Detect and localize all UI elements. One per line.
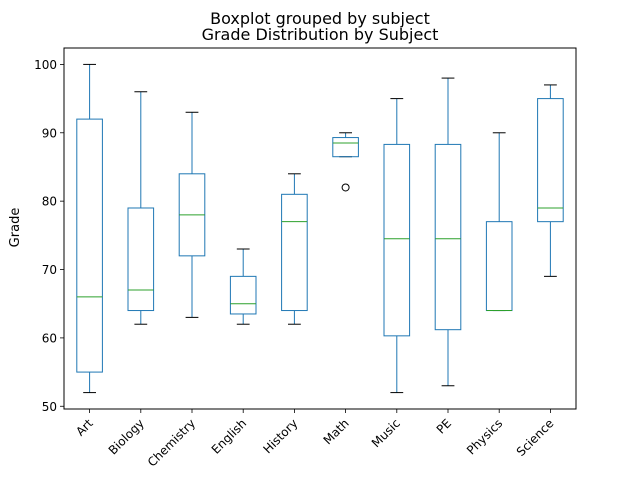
y-axis-label: Grade [8, 208, 23, 248]
x-tick-label: English [209, 416, 250, 457]
x-tick-label: Music [369, 416, 403, 450]
x-tick-label: Chemistry [145, 416, 198, 469]
x-tick-label: Math [321, 416, 352, 447]
x-tick-label: Art [73, 416, 96, 439]
box-science [537, 98, 564, 223]
x-tick-label: Science [514, 416, 557, 459]
flier-point [341, 183, 350, 192]
box-history [281, 193, 308, 312]
axes-frame [63, 47, 577, 410]
y-tick-label: 90 [42, 126, 57, 140]
box-music [383, 143, 411, 337]
box-math [332, 137, 359, 158]
y-tick-label: 80 [42, 195, 57, 209]
x-tick-label: PE [434, 416, 454, 436]
y-tick-label: 60 [42, 331, 57, 345]
y-tick-label: 100 [34, 58, 57, 72]
y-tick-label: 50 [42, 400, 57, 414]
x-tick-label: Biology [106, 416, 147, 457]
box-pe [434, 143, 462, 331]
chart-title: Grade Distribution by Subject [202, 25, 439, 44]
x-tick-label: History [260, 416, 300, 456]
box-english [229, 275, 257, 315]
x-tick-label: Physics [464, 416, 505, 457]
box-biology [127, 207, 155, 312]
box-art [76, 118, 103, 373]
y-tick-label: 70 [42, 263, 57, 277]
box-physics [485, 221, 513, 312]
chart-suptitle: Boxplot grouped by subject [210, 9, 430, 28]
